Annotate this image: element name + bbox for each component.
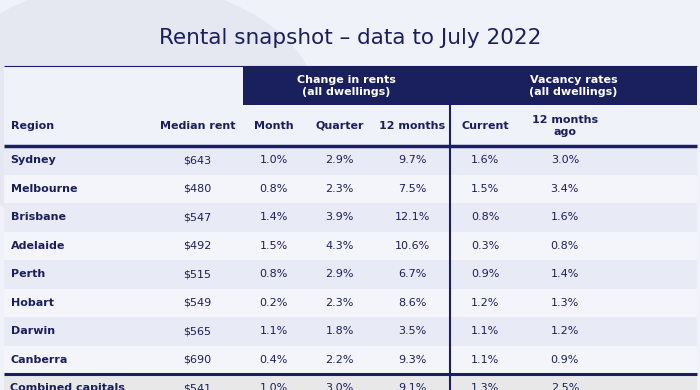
Text: 3.5%: 3.5% [398,326,426,336]
Bar [4,175,696,203]
Text: 0.2%: 0.2% [260,298,288,308]
Text: 1.0%: 1.0% [260,156,288,165]
Text: 10.6%: 10.6% [395,241,430,251]
Text: Canberra: Canberra [10,355,68,365]
Text: Change in rents
(all dwellings): Change in rents (all dwellings) [297,75,396,97]
Text: $549: $549 [183,298,211,308]
Text: $690: $690 [183,355,211,365]
Text: 1.4%: 1.4% [551,269,579,279]
Text: 2.3%: 2.3% [326,184,354,194]
Text: Sydney: Sydney [10,156,56,165]
Text: 1.4%: 1.4% [260,213,288,222]
Text: 1.3%: 1.3% [471,383,499,390]
Bar [4,346,696,374]
Text: 2.3%: 2.3% [326,298,354,308]
Text: 12 months
ago: 12 months ago [532,115,598,136]
Text: 8.6%: 8.6% [398,298,426,308]
Text: 1.1%: 1.1% [260,326,288,336]
Text: 2.9%: 2.9% [326,269,354,279]
Bar [4,66,696,105]
Text: $541: $541 [183,383,211,390]
Text: $480: $480 [183,184,211,194]
Text: 9.3%: 9.3% [398,355,426,365]
Text: 9.1%: 9.1% [398,383,426,390]
Bar [243,66,451,105]
Text: Brisbane: Brisbane [10,213,66,222]
Text: 1.3%: 1.3% [551,298,579,308]
Text: 2.9%: 2.9% [326,156,354,165]
Text: 3.0%: 3.0% [551,156,579,165]
Text: Quarter: Quarter [316,121,364,131]
Text: Melbourne: Melbourne [10,184,77,194]
Text: Combined capitals: Combined capitals [10,383,125,390]
Text: 1.2%: 1.2% [551,326,579,336]
Text: 0.8%: 0.8% [551,241,579,251]
Bar [451,66,696,105]
Text: Hobart: Hobart [10,298,53,308]
Bar [4,146,696,175]
Text: 12.1%: 12.1% [395,213,430,222]
Text: 0.3%: 0.3% [471,241,499,251]
Text: 1.6%: 1.6% [471,156,499,165]
Text: 0.4%: 0.4% [260,355,288,365]
Text: 1.5%: 1.5% [260,241,288,251]
Text: 9.7%: 9.7% [398,156,426,165]
Text: $547: $547 [183,213,211,222]
Text: 6.7%: 6.7% [398,269,426,279]
Text: Median rent: Median rent [160,121,235,131]
Bar [4,289,696,317]
Ellipse shape [0,0,318,236]
Text: $492: $492 [183,241,211,251]
Bar [4,232,696,260]
Text: 2.5%: 2.5% [551,383,579,390]
Text: 1.0%: 1.0% [260,383,288,390]
Text: Current: Current [461,121,509,131]
Text: 7.5%: 7.5% [398,184,426,194]
Text: 12 months: 12 months [379,121,445,131]
Bar [4,203,696,232]
Bar [4,374,696,390]
Text: Rental snapshot – data to July 2022: Rental snapshot – data to July 2022 [159,28,541,48]
Text: Month: Month [254,121,293,131]
Text: 1.2%: 1.2% [471,298,499,308]
Text: $643: $643 [183,156,211,165]
Text: 1.8%: 1.8% [326,326,354,336]
Text: 0.9%: 0.9% [471,269,499,279]
Bar [4,260,696,289]
Bar [4,105,696,146]
Text: Darwin: Darwin [10,326,55,336]
Text: 3.0%: 3.0% [326,383,354,390]
Text: Region: Region [10,121,54,131]
Text: 4.3%: 4.3% [326,241,354,251]
Text: Vacancy rates
(all dwellings): Vacancy rates (all dwellings) [529,75,617,97]
Text: Adelaide: Adelaide [10,241,65,251]
Text: $565: $565 [183,326,211,336]
Text: 2.2%: 2.2% [326,355,354,365]
Text: 1.6%: 1.6% [551,213,579,222]
Text: 0.8%: 0.8% [471,213,499,222]
Text: 3.4%: 3.4% [551,184,579,194]
Text: 3.9%: 3.9% [326,213,354,222]
Text: $515: $515 [183,269,211,279]
Text: Perth: Perth [10,269,45,279]
Bar [4,317,696,346]
Text: 1.1%: 1.1% [471,355,499,365]
Text: 0.8%: 0.8% [260,184,288,194]
Text: 0.9%: 0.9% [551,355,579,365]
Text: 1.1%: 1.1% [471,326,499,336]
Text: 1.5%: 1.5% [471,184,499,194]
Text: 0.8%: 0.8% [260,269,288,279]
